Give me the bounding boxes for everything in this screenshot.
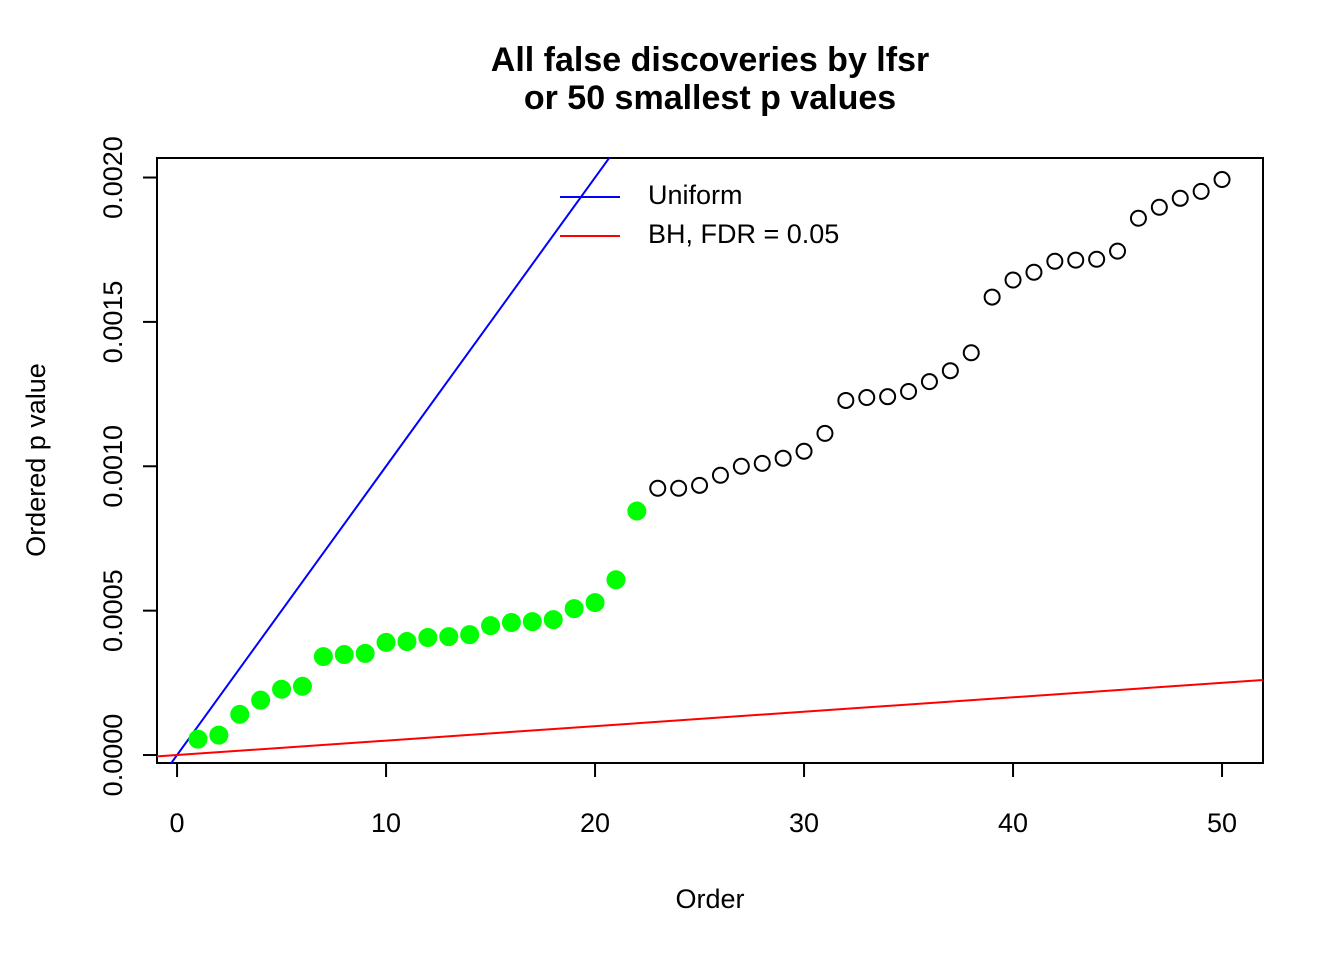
point [1171,189,1189,207]
point [501,612,521,632]
point [439,627,459,647]
x-tick-label: 30 [789,808,819,838]
point [941,362,959,380]
point [251,690,271,710]
point [1004,271,1022,289]
point [649,479,667,497]
point [711,466,729,484]
point [481,616,501,636]
point [774,449,792,467]
x-tick-label: 20 [580,808,610,838]
point [900,382,918,400]
point [670,479,688,497]
chart-title: All false discoveries by lfsr [491,41,929,79]
point [816,424,834,442]
chart-title: or 50 smallest p values [524,79,896,117]
point [1046,252,1064,270]
plot-area [157,158,1263,763]
point [627,501,647,521]
x-tick-label: 0 [170,808,185,838]
point [543,610,563,630]
point [418,628,438,648]
point [1213,171,1231,189]
y-tick-label: 0.0010 [98,425,128,508]
reference-line [170,158,611,763]
point [564,599,584,619]
x-tick-label: 40 [998,808,1028,838]
point [188,729,208,749]
legend-label: BH, FDR = 0.05 [648,219,839,249]
y-tick-label: 0.0020 [98,136,128,219]
point [1088,250,1106,268]
point [879,388,897,406]
point [1067,251,1085,269]
x-tick-label: 50 [1207,808,1237,838]
point [1150,198,1168,216]
point [1192,182,1210,200]
point [292,676,312,696]
point [230,704,250,724]
y-tick-label: 0.0000 [98,714,128,797]
point [522,612,542,632]
point [397,632,417,652]
point [460,625,480,645]
y-tick-label: 0.0015 [98,281,128,364]
point [920,373,938,391]
point [983,288,1001,306]
point [732,457,750,475]
y-axis-label: Ordered p value [21,363,51,557]
point [1025,263,1043,281]
point [334,645,354,665]
point [1129,209,1147,227]
legend-label: Uniform [648,180,743,210]
point [962,344,980,362]
point [313,647,333,667]
reference-line [157,679,1263,758]
point [209,725,229,745]
point [837,391,855,409]
point [585,593,605,613]
x-axis-label: Order [675,884,744,914]
point [1109,242,1127,260]
point [691,476,709,494]
point [355,643,375,663]
point [858,389,876,407]
x-tick-label: 10 [371,808,401,838]
point [606,570,626,590]
point [795,442,813,460]
point [272,679,292,699]
y-tick-label: 0.0005 [98,569,128,652]
point [753,454,771,472]
point [376,632,396,652]
